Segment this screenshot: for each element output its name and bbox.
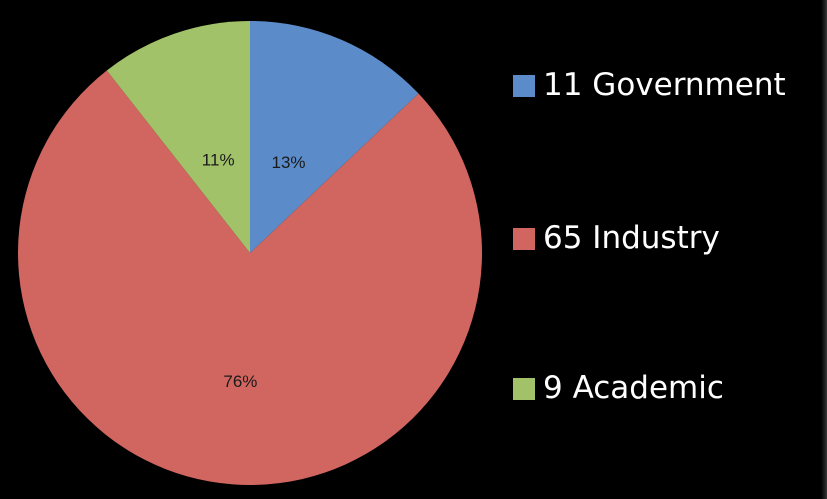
pie-slice-government xyxy=(250,21,419,253)
slide-edge-border xyxy=(821,0,827,499)
pie-slice-industry xyxy=(17,70,482,486)
slice-label-industry: 76% xyxy=(223,372,257,391)
legend-swatch-industry xyxy=(513,227,535,250)
slice-label-academic: 11% xyxy=(202,150,235,169)
legend-item-industry: 65 Industry xyxy=(513,223,720,254)
legend-label-industry: 65 Industry xyxy=(543,220,720,256)
legend-item-academic: 9 Academic xyxy=(513,373,724,404)
legend-swatch-academic xyxy=(513,377,535,400)
pie-slice-academic xyxy=(106,21,251,253)
legend-swatch-government xyxy=(513,74,535,97)
legend-label-academic: 9 Academic xyxy=(543,370,724,406)
slice-label-government: 13% xyxy=(272,153,306,172)
legend-item-government: 11 Government xyxy=(513,70,786,101)
legend-label-government: 11 Government xyxy=(543,67,786,103)
